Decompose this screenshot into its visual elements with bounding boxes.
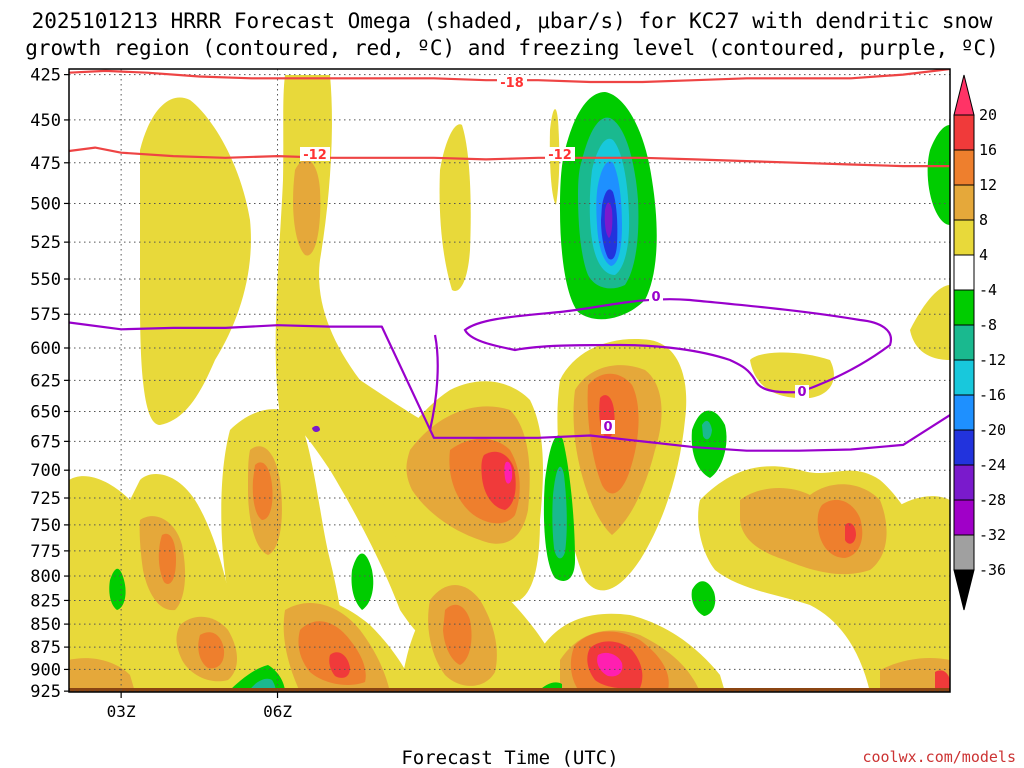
freezing-label-2: 0 — [603, 420, 612, 435]
x-tick-label: 06Z — [263, 702, 292, 721]
contour-series-2 — [69, 321, 950, 452]
colorbar-label: -4 — [979, 281, 997, 299]
colorbar-label: 16 — [979, 141, 997, 159]
x-axis-title: Forecast Time (UTC) — [401, 747, 618, 768]
colorbar-segment — [953, 114, 975, 151]
y-tick-label: 600 — [30, 339, 61, 359]
freezing-level-connector — [428, 334, 439, 431]
y-tick-label: 675 — [30, 432, 61, 452]
plot-area — [69, 69, 950, 692]
y-tick-label: 775 — [30, 542, 61, 562]
colorbar-segment — [953, 394, 975, 431]
y-tick-label: 850 — [30, 615, 61, 635]
colorbar-segment — [953, 324, 975, 361]
colorbar-segment — [953, 149, 975, 186]
colorbar-label: 4 — [979, 246, 988, 264]
colorbar-segment — [953, 359, 975, 396]
colorbar-segment — [953, 429, 975, 466]
dgz-bottom-label-2: -12 — [548, 148, 572, 163]
y-tick-label: 700 — [30, 461, 61, 481]
y-tick-label: 900 — [30, 660, 61, 680]
colorbar-segment — [953, 499, 975, 536]
colorbar-label: -32 — [979, 526, 1006, 544]
contour-series-1 — [69, 146, 950, 168]
colorbar-segment — [953, 184, 975, 221]
chart-title-line1: 2025101213 HRRR Forecast Omega (shaded, … — [32, 9, 993, 33]
omega-magenta-regions — [504, 461, 623, 677]
ground-band — [69, 688, 950, 692]
freezing-level-loop — [463, 298, 893, 394]
colorbar-label: 12 — [979, 176, 997, 194]
colorbar-bottom-arrow — [953, 569, 975, 611]
colorbar-segment — [953, 254, 975, 291]
colorbar-label: 8 — [979, 211, 988, 229]
y-tick-label: 575 — [30, 305, 61, 325]
omega-negative-regions — [109, 92, 950, 692]
freezing-label-3: 0 — [797, 385, 806, 400]
colorbar-label: -12 — [979, 351, 1006, 369]
y-tick-label: 725 — [30, 489, 61, 509]
contour-labels: -18 -12 -12 0 0 0 — [300, 75, 809, 435]
colorbar-segment — [953, 289, 975, 326]
freezing-label-1: 0 — [651, 290, 660, 305]
site-credit: coolwx.com/models — [862, 748, 1016, 766]
colorbar-top-arrow — [953, 74, 975, 116]
colorbar-label: -36 — [979, 561, 1006, 579]
y-tick-label: 875 — [30, 638, 61, 658]
y-tick-label: 650 — [30, 402, 61, 422]
colorbar: 20 16 12 8 4 -4 -8 -12 -16 -20 -24 -28 -32 -36 — [953, 74, 1006, 611]
y-tick-label: 750 — [30, 516, 61, 536]
chart-title-line2: growth region (contoured, red, ºC) and f… — [25, 36, 999, 60]
y-tick-label: 800 — [30, 567, 61, 587]
grid-lines — [69, 69, 950, 692]
colorbar-label: -20 — [979, 421, 1006, 439]
x-axis: 15Z12OCT202518Z21Z00Z13OCT03Z06Z — [107, 692, 292, 721]
colorbar-label: -28 — [979, 491, 1006, 509]
colorbar-label: -8 — [979, 316, 997, 334]
y-tick-label: 525 — [30, 233, 61, 253]
dgz-bottom-label-1: -12 — [303, 148, 327, 163]
y-tick-label: 925 — [30, 682, 61, 702]
x-tick-label: 03Z — [107, 702, 136, 721]
y-tick-label: 625 — [30, 371, 61, 391]
colorbar-label: 20 — [979, 106, 997, 124]
y-axis: 425 450 475 500 525 550 575 600 625 650 675 700 725 7… — [30, 66, 69, 702]
colorbar-label: -24 — [979, 456, 1006, 474]
y-tick-label: 425 — [30, 66, 61, 86]
colorbar-segment — [953, 219, 975, 256]
y-tick-label: 475 — [30, 154, 61, 174]
y-tick-label: 450 — [30, 111, 61, 131]
y-tick-label: 825 — [30, 591, 61, 611]
dgz-top-label: -18 — [500, 76, 524, 91]
y-tick-label: 550 — [30, 270, 61, 290]
colorbar-label: -16 — [979, 386, 1006, 404]
y-tick-label: 500 — [30, 194, 61, 214]
colorbar-segment — [953, 534, 975, 571]
colorbar-segment — [953, 464, 975, 501]
